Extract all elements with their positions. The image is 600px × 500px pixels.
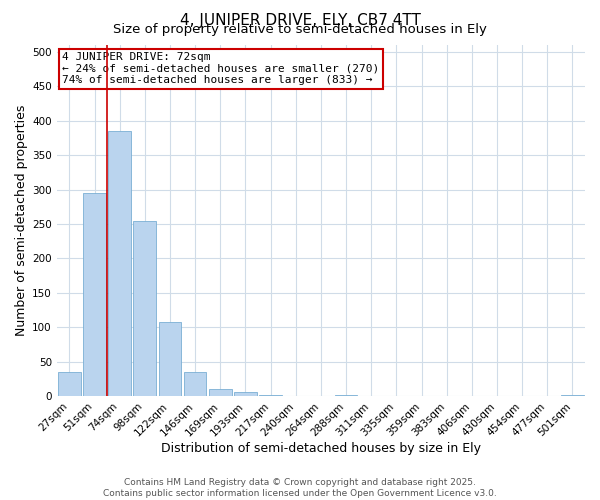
Text: 4, JUNIPER DRIVE, ELY, CB7 4TT: 4, JUNIPER DRIVE, ELY, CB7 4TT (179, 12, 421, 28)
X-axis label: Distribution of semi-detached houses by size in Ely: Distribution of semi-detached houses by … (161, 442, 481, 455)
Bar (58, 372, 80, 396)
Bar (184, 372, 206, 396)
Bar (234, 392, 257, 396)
Bar (133, 220, 156, 396)
Bar (561, 394, 584, 396)
Bar (83, 193, 106, 396)
Bar (109, 131, 131, 396)
Bar (335, 394, 358, 396)
Text: Size of property relative to semi-detached houses in Ely: Size of property relative to semi-detach… (113, 22, 487, 36)
Bar (158, 322, 181, 396)
Text: Contains HM Land Registry data © Crown copyright and database right 2025.
Contai: Contains HM Land Registry data © Crown c… (103, 478, 497, 498)
Y-axis label: Number of semi-detached properties: Number of semi-detached properties (15, 105, 28, 336)
Bar (259, 394, 282, 396)
Text: 4 JUNIPER DRIVE: 72sqm
← 24% of semi-detached houses are smaller (270)
74% of se: 4 JUNIPER DRIVE: 72sqm ← 24% of semi-det… (62, 52, 379, 85)
Bar (209, 389, 232, 396)
